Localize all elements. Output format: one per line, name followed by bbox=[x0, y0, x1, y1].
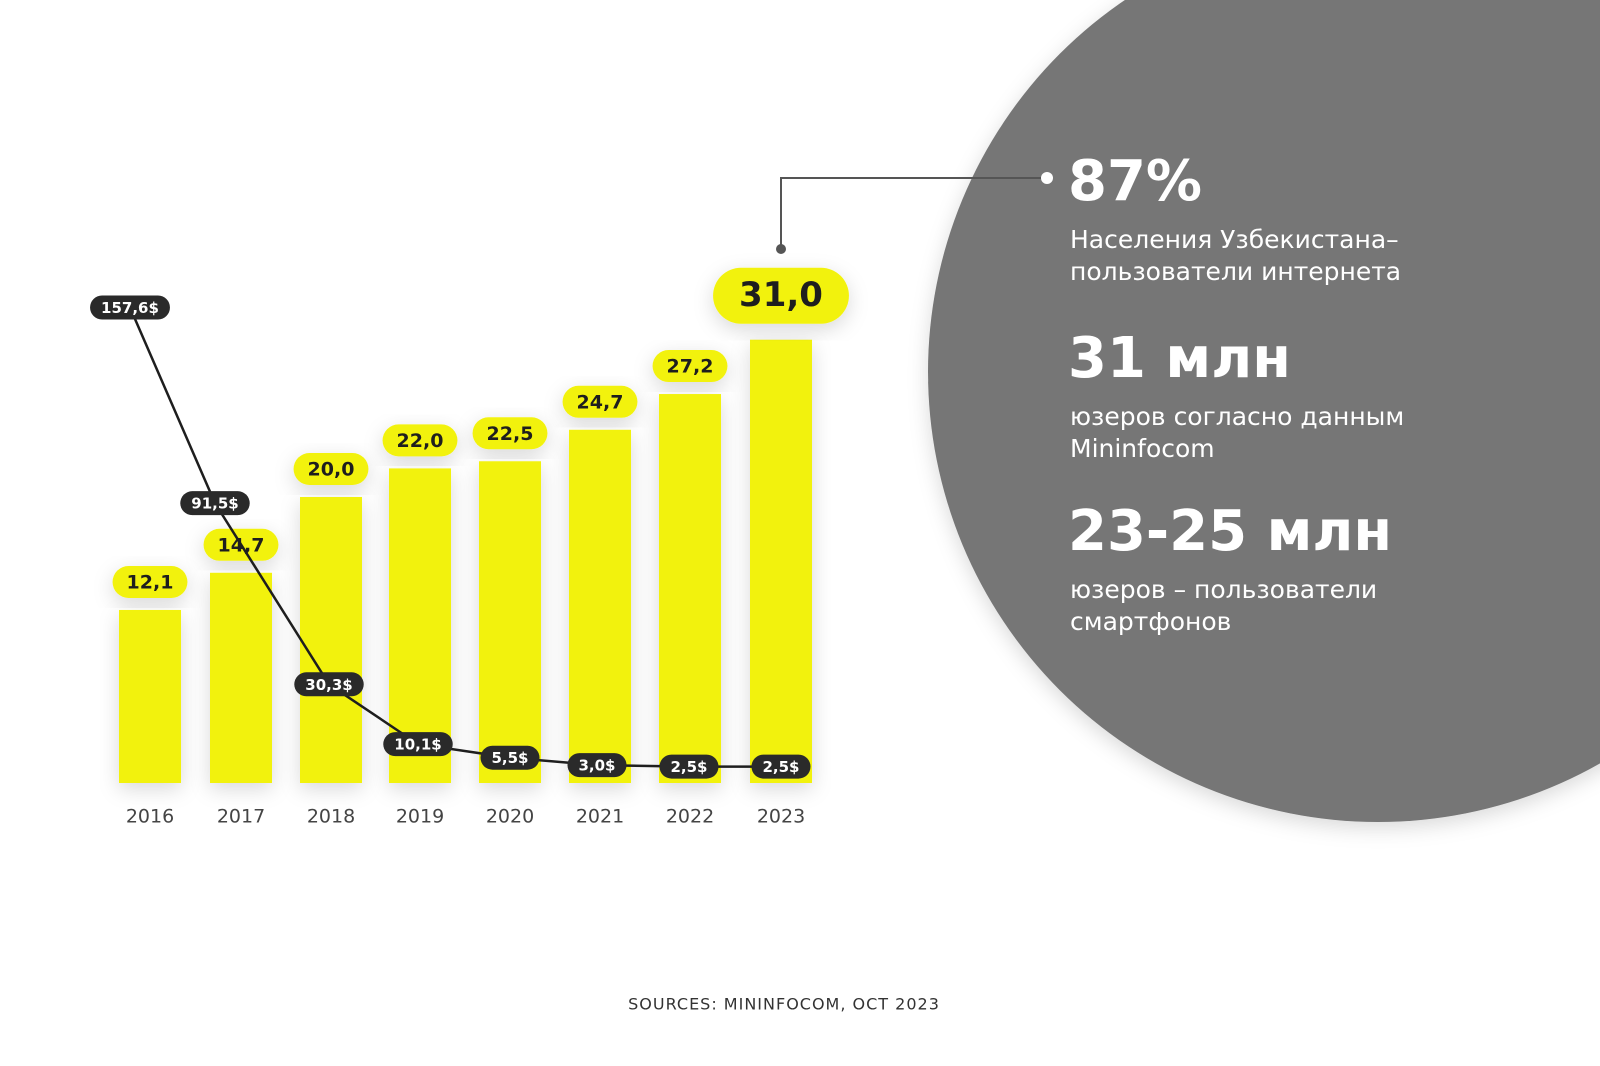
line-value-label: 2,5$ bbox=[762, 758, 799, 776]
line-value-label: 10,1$ bbox=[394, 736, 441, 754]
bar bbox=[659, 394, 721, 783]
stat-description: юзеров согласно данным bbox=[1070, 402, 1404, 431]
line-value-label-bg bbox=[90, 295, 170, 320]
connector bbox=[780, 177, 1047, 249]
line-value-label-group: 30,3$ bbox=[294, 672, 364, 697]
bar-value-label: 12,1 bbox=[127, 571, 174, 593]
stat-description: Mininfocom bbox=[1070, 434, 1215, 463]
stat-headline: 31 млн bbox=[1068, 326, 1291, 391]
bar-value-label-bg bbox=[562, 385, 638, 418]
bar bbox=[479, 461, 541, 783]
stat-headline: 87% bbox=[1068, 149, 1202, 214]
x-tick-label: 2017 bbox=[217, 806, 265, 828]
bar-value-label-bg bbox=[112, 565, 188, 598]
bar-value-label-group: 22,5 bbox=[472, 417, 548, 450]
bar-value-label-group: 31,0 bbox=[713, 267, 849, 324]
stat-description: Населения Узбекистана– bbox=[1070, 225, 1399, 254]
bar-value-label-group: 20,0 bbox=[293, 453, 369, 485]
stats-circle bbox=[928, 0, 1600, 822]
bar bbox=[750, 339, 812, 783]
line-value-label-bg bbox=[294, 672, 364, 697]
line-value-label-group: 2,5$ bbox=[659, 754, 719, 779]
stat-description: юзеров – пользователи bbox=[1070, 575, 1377, 604]
bar-value-label-bg bbox=[652, 350, 728, 383]
line-value-label-bg bbox=[751, 754, 811, 779]
line-value-label-group: 2,5$ bbox=[751, 754, 811, 779]
line-value-label: 157,6$ bbox=[101, 299, 159, 317]
x-tick-label: 2020 bbox=[486, 806, 534, 828]
x-tick-label: 2021 bbox=[576, 806, 624, 828]
connector-dot bbox=[1041, 172, 1053, 184]
bar-value-label: 22,5 bbox=[487, 423, 534, 445]
stat-description: смартфонов bbox=[1070, 607, 1231, 636]
stat-description: пользователи интернета bbox=[1070, 257, 1401, 286]
bar-value-label-bg bbox=[713, 267, 849, 324]
line-value-label: 2,5$ bbox=[670, 758, 707, 776]
line-value-label-group: 10,1$ bbox=[383, 732, 453, 757]
line-value-label-group: 3,0$ bbox=[567, 753, 627, 778]
bar bbox=[210, 572, 272, 783]
x-tick-label: 2018 bbox=[307, 806, 355, 828]
x-tick-label: 2022 bbox=[666, 806, 714, 828]
stat-headline: 23-25 млн bbox=[1068, 499, 1392, 564]
x-tick-label: 2023 bbox=[757, 806, 805, 828]
bar-value-label-group: 12,1 bbox=[112, 565, 188, 598]
bar-value-label-bg bbox=[382, 424, 458, 457]
bar-value-label: 27,2 bbox=[667, 356, 714, 378]
bar-value-label-group: 24,7 bbox=[562, 385, 638, 418]
bar-value-label-bg bbox=[293, 453, 369, 485]
x-tick-label: 2016 bbox=[126, 806, 174, 828]
line-value-label-bg bbox=[659, 754, 719, 779]
x-tick-label: 2019 bbox=[396, 806, 444, 828]
line-value-label-bg bbox=[180, 491, 250, 516]
line-value-label: 30,3$ bbox=[305, 676, 352, 694]
line-value-label: 91,5$ bbox=[191, 495, 238, 513]
line-value-label-group: 157,6$ bbox=[90, 295, 170, 320]
line-value-label-bg bbox=[383, 732, 453, 757]
bar-value-label-bg bbox=[472, 417, 548, 450]
chart: 12,114,720,022,0 22,524,727,231,0157,6$91… bbox=[90, 267, 849, 828]
bar-value-label-group: 22,0 bbox=[382, 424, 458, 457]
bar-value-label: 24,7 bbox=[577, 391, 624, 413]
bar bbox=[300, 497, 362, 783]
bar bbox=[119, 609, 181, 783]
line-value-label-group: 91,5$ bbox=[180, 491, 250, 516]
connector-dot bbox=[776, 244, 786, 254]
line-value-label: 5,5$ bbox=[491, 749, 528, 767]
line-value-label-bg bbox=[567, 753, 627, 778]
bar-value-label: 22,0 bbox=[397, 430, 444, 452]
line-value-label: 3,0$ bbox=[578, 757, 615, 775]
bar-value-label-group: 27,2 bbox=[652, 350, 728, 383]
bar-value-label: 20,0 bbox=[308, 459, 355, 481]
stats: 87% Населения Узбекистана– пользователи ин… bbox=[1068, 149, 1404, 636]
bar-value-label: 31,0 bbox=[739, 275, 823, 315]
line-value-label-bg bbox=[480, 745, 540, 770]
bar bbox=[569, 429, 631, 783]
line-value-label-group: 5,5$ bbox=[480, 745, 540, 770]
source: SOURCES: MININFOCOM, OCT 2023 bbox=[628, 995, 940, 1014]
